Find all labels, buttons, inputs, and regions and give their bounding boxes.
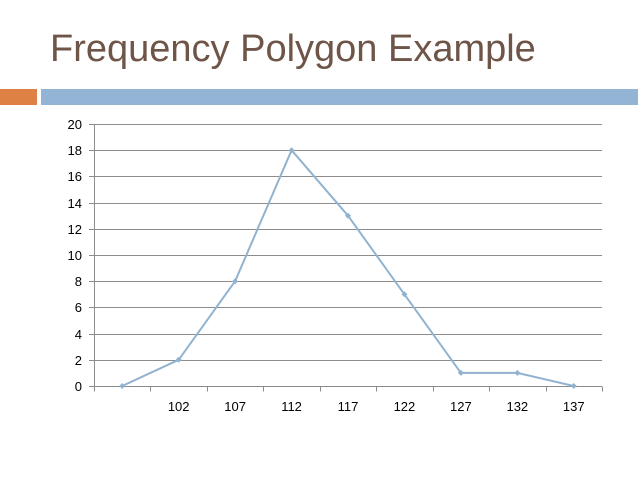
x-tick-label: 117 [338,399,359,414]
accent-bar-blue [41,89,638,105]
y-tick-label: 10 [68,248,82,263]
x-tick-labels: 102 107 112 117 122 127 132 137 [168,399,585,414]
series-line [121,149,575,387]
x-tick-label: 112 [281,399,302,414]
data-point-marker [175,356,182,363]
data-point-marker [345,212,351,219]
y-tick-label: 8 [75,274,82,289]
y-tick-label: 18 [68,143,82,158]
data-point-marker [119,383,126,389]
data-point-marker [457,369,464,376]
y-tick-label: 2 [75,353,82,368]
x-tick-label: 102 [168,399,190,414]
x-tick-label: 127 [450,399,472,414]
y-tick-labels: 0 2 4 6 8 10 12 14 16 18 20 [68,117,82,394]
data-point-marker [514,369,521,376]
data-point-marker [288,147,295,154]
series [119,147,577,389]
y-tick-label: 4 [75,327,82,342]
slide-title: Frequency Polygon Example [50,28,536,70]
x-tick-label: 107 [224,399,246,414]
y-tick-label: 6 [75,300,82,315]
x-tick-label: 122 [394,399,416,414]
axes [89,124,603,392]
y-tick-label: 16 [68,169,82,184]
data-point-marker [570,383,577,389]
gridlines [89,124,602,361]
x-tick-label: 137 [563,399,585,414]
data-point-marker [232,278,239,285]
y-tick-label: 20 [68,117,82,132]
x-tick-label: 132 [506,399,528,414]
y-tick-label: 14 [68,196,82,211]
data-point-marker [401,291,408,298]
accent-bar-orange [0,89,37,105]
y-tick-label: 12 [68,222,82,237]
y-tick-label: 0 [75,379,82,394]
